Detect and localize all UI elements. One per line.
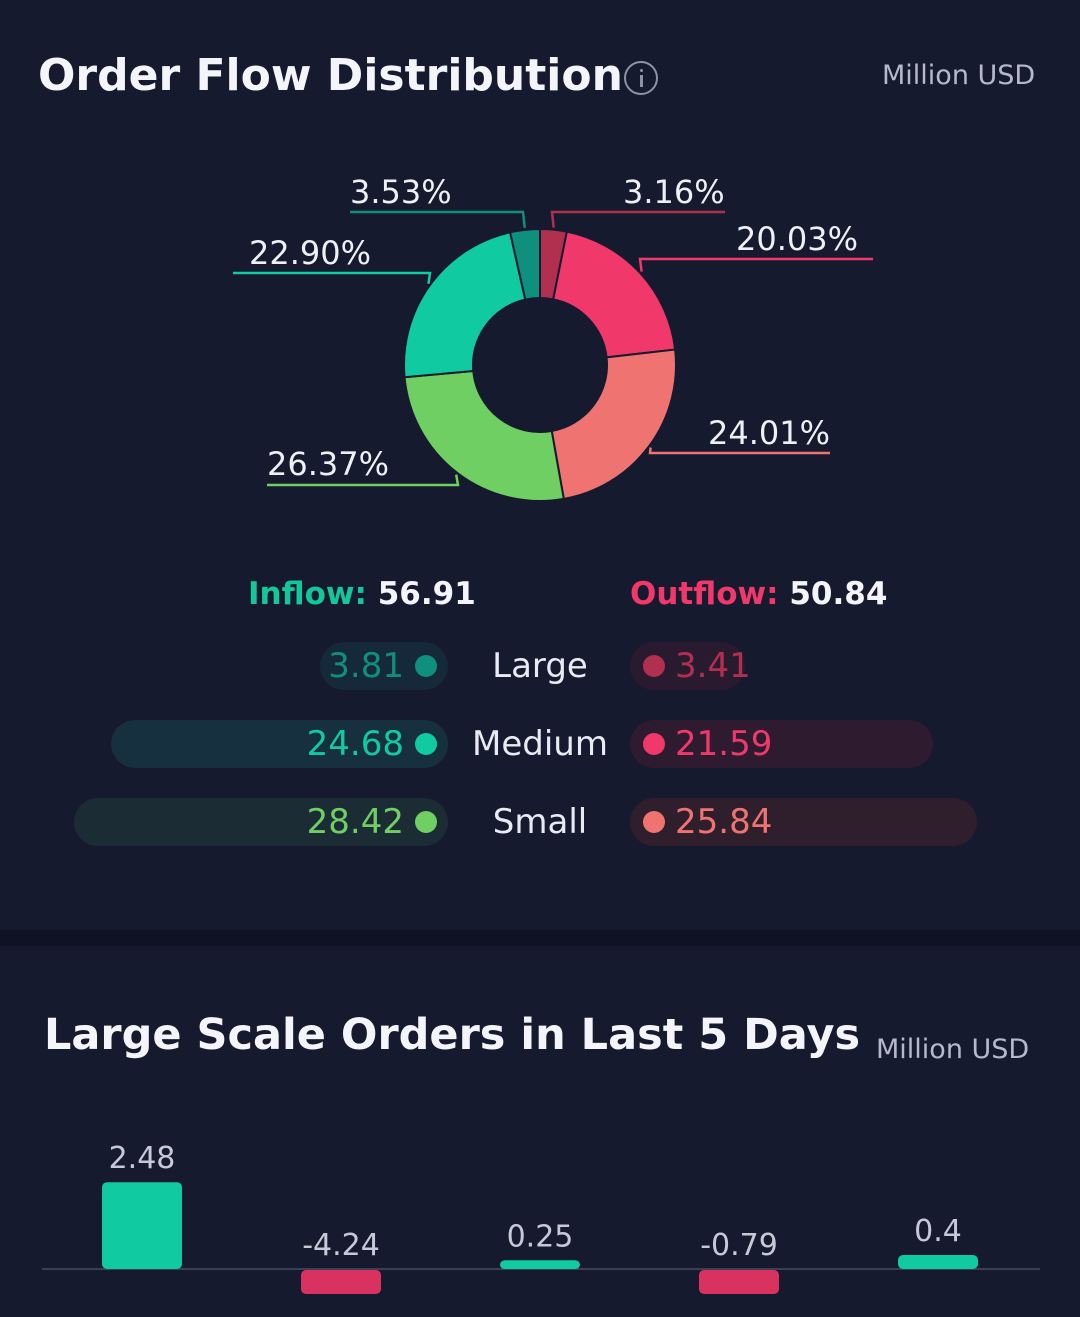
outflow-dot-small xyxy=(643,811,665,833)
unit-label: Million USD xyxy=(882,60,1036,91)
category-label-small: Small xyxy=(492,802,588,842)
bar[interactable] xyxy=(102,1182,182,1269)
category-label-large: Large xyxy=(492,646,588,686)
info-icon[interactable] xyxy=(624,61,658,95)
inflow-bar-small xyxy=(73,798,448,846)
outflow-value: 50.84 xyxy=(789,576,888,612)
slice-leader-line xyxy=(638,257,873,272)
bar[interactable] xyxy=(898,1255,978,1269)
inflow-bar-medium xyxy=(111,720,448,768)
bar-value-label: -0.79 xyxy=(700,1228,778,1263)
slice-percent-label: 20.03% xyxy=(736,220,858,258)
inflow-value: 56.91 xyxy=(377,576,476,612)
slice-leader-line xyxy=(267,474,460,487)
slice-leader-line xyxy=(350,210,526,228)
bar-value-label: 0.4 xyxy=(914,1214,962,1249)
bar-chart: 2.48 -4.24 0.25 -0.79 0.4 xyxy=(42,1141,1040,1294)
donut-slice[interactable] xyxy=(508,227,541,301)
slice-percent-label: 24.01% xyxy=(708,414,830,452)
outflow-bar-small xyxy=(630,798,977,846)
bar[interactable] xyxy=(699,1270,779,1294)
donut-slice[interactable] xyxy=(403,369,565,502)
category-label-medium: Medium xyxy=(472,724,608,764)
order-flow-panel: Order Flow Distribution Million USD 3.16… xyxy=(0,50,1080,848)
donut-slice[interactable] xyxy=(403,231,527,379)
slice-leader-line xyxy=(648,447,830,455)
slice-leader-line xyxy=(550,210,725,228)
slice-percent-label: 22.90% xyxy=(249,234,371,272)
outflow-dot-large xyxy=(643,655,665,677)
page-title: Order Flow Distribution xyxy=(38,50,623,101)
bar-value-label: 0.25 xyxy=(507,1219,574,1254)
section-title: Large Scale Orders in Last 5 Days xyxy=(44,1010,861,1060)
inflow-total: Inflow: 56.91 xyxy=(248,576,476,612)
outflow-total: Outflow: 50.84 xyxy=(630,576,887,612)
outflow-bar-medium xyxy=(630,720,934,768)
inflow-value-large: 3.81 xyxy=(328,646,404,686)
bar[interactable] xyxy=(500,1260,580,1269)
inflow-label: Inflow: xyxy=(248,576,367,612)
outflow-label: Outflow: xyxy=(630,576,779,612)
inflow-value-small: 28.42 xyxy=(306,802,404,842)
donut-slice[interactable] xyxy=(552,230,677,359)
outflow-value-medium: 21.59 xyxy=(675,724,773,764)
bar-value-label: 2.48 xyxy=(109,1141,176,1176)
inflow-dot-large xyxy=(415,655,437,677)
slice-percent-label: 3.16% xyxy=(623,173,725,211)
bar[interactable] xyxy=(301,1270,381,1294)
inflow-dot-medium xyxy=(415,733,437,755)
inflow-value-medium: 24.68 xyxy=(306,724,404,764)
breakdown-row-medium: 24.68 Medium 21.59 xyxy=(0,720,1080,770)
slice-leader-line xyxy=(233,271,432,284)
bar-value-label: -4.24 xyxy=(302,1228,380,1263)
outflow-value-large: 3.41 xyxy=(675,646,751,686)
outflow-dot-medium xyxy=(643,733,665,755)
breakdown-row-large: 3.81 Large 3.41 xyxy=(0,642,1080,692)
slice-percent-label: 3.53% xyxy=(350,173,452,211)
inflow-dot-small xyxy=(415,811,437,833)
donut-slice[interactable] xyxy=(550,348,677,501)
large-orders-panel: Large Scale Orders in Last 5 Days Millio… xyxy=(0,946,1080,1317)
section-unit-label: Million USD xyxy=(876,1034,1030,1065)
outflow-value-small: 25.84 xyxy=(675,802,773,842)
breakdown-row-small: 28.42 Small 25.84 xyxy=(0,798,1080,848)
donut-chart: 3.16% 20.03% 24.01% 26.37% 22.90% 3.53% xyxy=(233,173,873,502)
section-divider xyxy=(0,930,1080,946)
slice-percent-label: 26.37% xyxy=(267,445,389,483)
